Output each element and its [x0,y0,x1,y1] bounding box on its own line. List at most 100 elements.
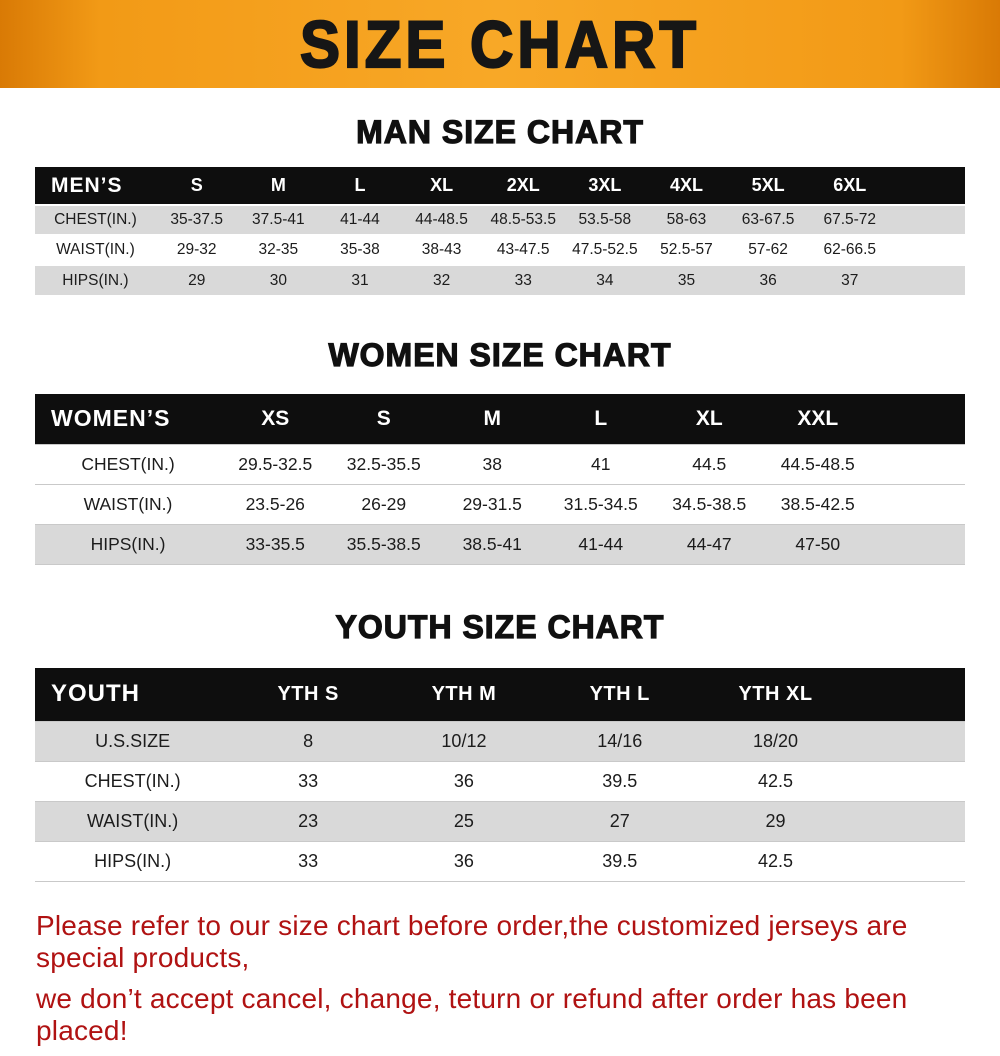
table-corner-label: YOUTH [51,680,140,708]
size-column-header: L [354,175,366,195]
disclaimer-line-2: we don’t accept cancel, change, teturn o… [36,983,908,1046]
size-value-cell: 43-47.5 [496,241,550,258]
size-value-cell: 36 [453,771,474,791]
size-value-cell: 57-62 [748,241,788,258]
row-label: HIPS(IN.) [94,851,172,871]
measurement-row: CHEST(IN.) 33 36 39.5 42.5 [35,761,965,802]
size-column-header: M [483,406,502,430]
size-value-cell: 44-48.5 [415,211,468,228]
row-label: U.S.SIZE [95,731,171,751]
size-value-cell: 23.5-26 [245,493,305,514]
size-value-cell: 58-63 [666,211,707,228]
measurement-row: U.S.SIZE 8 10/12 14/16 18/20 [35,721,965,762]
size-value-cell: 38 [482,453,502,474]
page-title: SIZE CHART [299,6,700,82]
size-value-cell: 29-31.5 [462,493,522,514]
size-column-header: XXL [797,406,839,430]
size-value-cell: 33-35.5 [245,533,305,554]
banner: SIZE CHART [0,0,1000,88]
disclaimer-line-1: Please refer to our size chart before or… [36,910,908,973]
measurement-row: HIPS(IN.) 33 36 39.5 42.5 [35,841,965,882]
size-column-header: YTH S [277,682,339,705]
size-column-header: S [190,175,203,195]
size-value-cell: 31.5-34.5 [563,493,638,514]
table-corner-label: MEN’S [51,173,123,197]
size-column-header: 2XL [506,175,540,195]
size-value-cell: 29-32 [176,241,217,258]
row-label: WAIST(IN.) [56,241,135,258]
size-column-header: XL [430,175,454,195]
size-value-cell: 10/12 [441,731,487,751]
header-spacer-cell [853,668,965,722]
header-spacer-cell [891,167,965,205]
size-value-cell: 29.5-32.5 [238,453,313,474]
measurement-row: WAIST(IN.) 29-32 32-35 35-38 38-43 43-47.5 47.… [35,235,965,265]
measurement-row: CHEST(IN.) 29.5-32.5 32.5-35.5 38 41 44.5 44.5… [35,444,965,484]
row-spacer-cell [891,205,965,235]
size-value-cell: 32.5-35.5 [346,453,421,474]
size-value-cell: 35-37.5 [170,211,223,228]
header-spacer-cell [872,394,965,444]
section-youth: YOUTH SIZE CHART YOUTH YTH S YTH M YTH L YTH… [0,608,1000,882]
youth-chart-heading: YOUTH SIZE CHART [335,608,665,645]
women-chart-heading: WOMEN SIZE CHART [328,336,672,373]
row-spacer-cell [872,524,965,564]
row-spacer-cell [853,842,965,882]
size-value-cell: 34.5-38.5 [672,493,747,514]
size-value-cell: 41-44 [340,211,380,228]
size-value-cell: 37 [841,271,859,289]
size-column-header: M [270,175,286,195]
size-value-cell: 44-47 [686,533,732,554]
size-value-cell: 42.5 [757,851,794,871]
size-value-cell: 41-44 [578,533,624,554]
size-value-cell: 41 [591,453,611,474]
size-value-cell: 52.5-57 [660,241,713,258]
size-value-cell: 36 [759,271,777,289]
size-value-cell: 33 [298,851,319,871]
size-column-header: 4XL [669,175,703,195]
size-value-cell: 62-66.5 [823,241,877,258]
row-label: WAIST(IN.) [83,493,173,514]
size-value-cell: 33 [514,271,532,289]
measurement-row: WAIST(IN.) 23.5-26 26-29 29-31.5 31.5-34.5 34… [35,484,965,524]
size-value-cell: 23 [298,811,319,831]
size-value-cell: 27 [609,811,630,831]
size-value-cell: 47.5-52.5 [572,241,638,258]
size-column-header: XL [695,406,723,430]
size-value-cell: 18/20 [752,731,799,751]
size-value-cell: 44.5-48.5 [780,453,855,474]
size-column-header: S [376,406,391,430]
size-column-header: XS [261,406,290,430]
row-spacer-cell [853,722,965,762]
section-men: MAN SIZE CHART MEN’S S M L XL 2XL 3XL 4XL 5XL 6XL… [0,113,1000,295]
measurement-row: CHEST(IN.) 35-37.5 37.5-41 41-44 44-48.5 48.5… [35,205,965,235]
size-column-header: 5XL [751,175,785,195]
row-label: CHEST(IN.) [84,771,181,791]
men-size-table: MEN’S S M L XL 2XL 3XL 4XL 5XL 6XL CHEST(IN.) 35-37… [35,167,965,295]
size-value-cell: 35.5-38.5 [346,533,421,554]
size-column-header: YTH M [431,682,497,705]
size-value-cell: 31 [351,271,369,289]
row-label: WAIST(IN.) [86,811,179,831]
size-value-cell: 25 [453,811,474,831]
row-spacer-cell [872,444,965,484]
size-value-cell: 14/16 [597,731,643,751]
size-value-cell: 53.5-58 [578,211,632,228]
size-column-header: 6XL [833,175,867,195]
row-spacer-cell [891,265,965,295]
table-header-row: MEN’S S M L XL 2XL 3XL 4XL 5XL 6XL [35,167,965,205]
size-value-cell: 47-50 [795,533,841,554]
size-value-cell: 26-29 [361,493,407,514]
size-value-cell: 38.5-41 [462,533,522,554]
row-spacer-cell [891,235,965,265]
size-column-header: YTH L [589,682,650,705]
section-women: WOMEN SIZE CHART WOMEN’S XS S M L XL XXL CHEST(… [0,336,1000,565]
size-value-cell: 38.5-42.5 [780,493,855,514]
size-value-cell: 67.5-72 [823,211,877,228]
size-value-cell: 32-35 [258,241,299,258]
women-size-table: WOMEN’S XS S M L XL XXL CHEST(IN.) 29.5-32.5 32.5… [35,394,965,565]
row-label: HIPS(IN.) [62,271,129,289]
row-label: CHEST(IN.) [81,453,175,474]
youth-size-table: YOUTH YTH S YTH M YTH L YTH XL U.S.SIZE 8 10/12… [35,667,965,882]
